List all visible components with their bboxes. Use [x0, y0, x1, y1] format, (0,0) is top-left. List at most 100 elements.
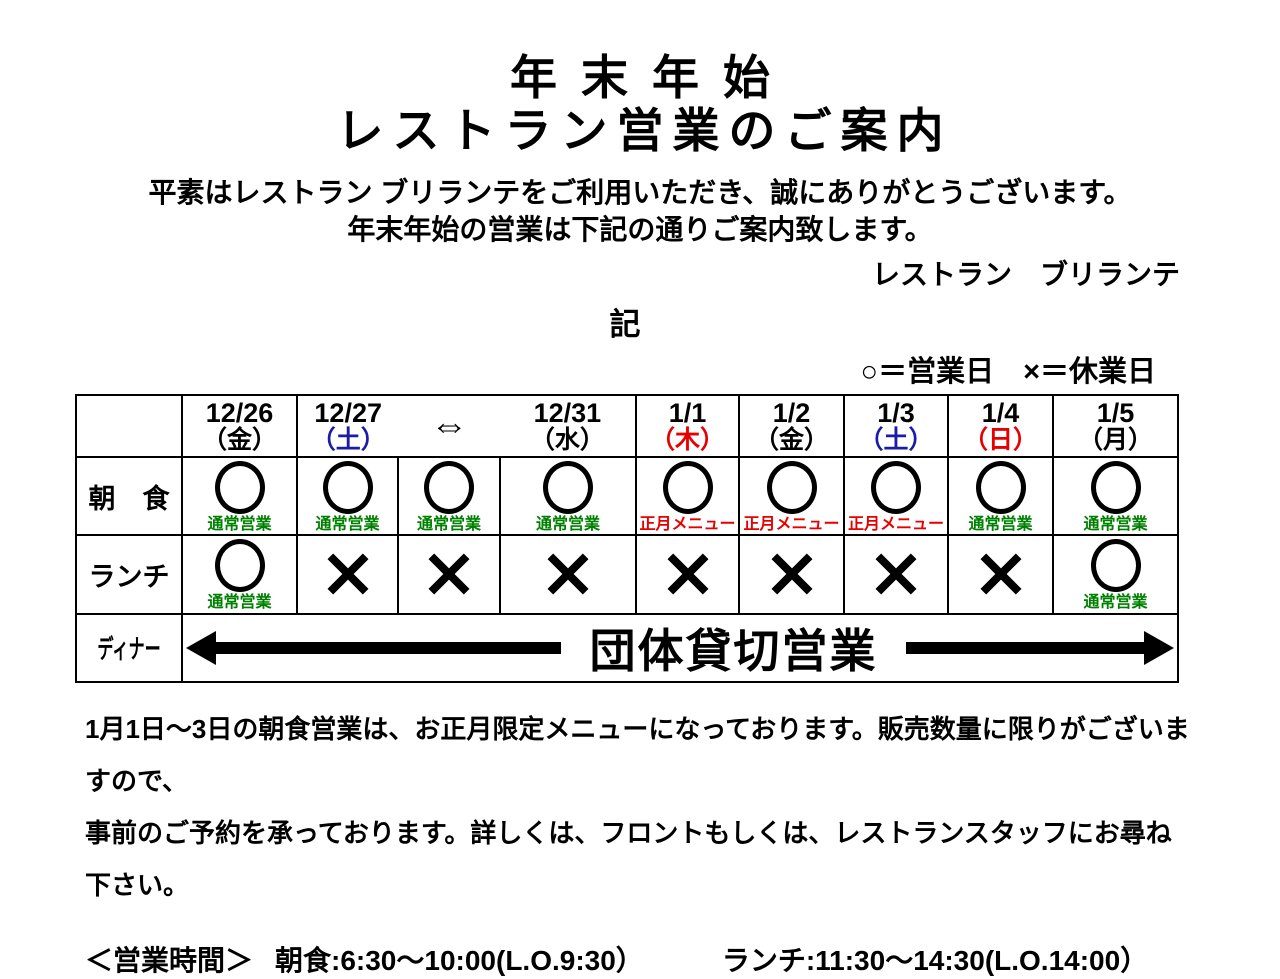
date-label: 1/3: [877, 397, 915, 428]
title-line-2: レストラン営業のご案内: [336, 103, 953, 157]
greeting-paragraph: 平素はレストラン ブリランテをご利用いただき、誠にありがとうございます。 年末年…: [0, 175, 1280, 249]
notes-paragraph: 1月1日～3日の朝食営業は、お正月限定メニューになっております。販売数量に限りが…: [85, 703, 1195, 911]
dinner-label-text: ディナー: [97, 634, 161, 665]
dinner-row-label: ディナー: [75, 612, 183, 683]
header-cell-1-4: 1/4 （日）: [947, 394, 1054, 459]
date-label: 1/4: [981, 397, 1020, 428]
date-label: 12/27: [314, 397, 382, 428]
double-arrow-icon: ⇔: [430, 405, 469, 448]
cell-note: 正月メニュー: [639, 516, 736, 534]
breakfast-cell: 正月メニュー: [843, 456, 949, 537]
notes-line-2: 事前のご予約を承っております。詳しくは、フロントもしくは、レストランスタッフにお…: [85, 817, 1172, 900]
closed-cross-mark: [771, 553, 813, 595]
lunch-row-label: ランチ: [75, 534, 183, 615]
date-label: 12/31: [533, 397, 602, 428]
day-label: （土）: [858, 426, 934, 455]
open-circle-mark: [214, 539, 265, 593]
page-title: 年末年始 レストラン営業のご案内: [0, 51, 1280, 157]
cell-note: 通常営業: [1083, 516, 1148, 534]
notes-line-1: 1月1日～3日の朝食営業は、お正月限定メニューになっております。販売数量に限りが…: [85, 713, 1190, 796]
dinner-banner-cell: 団体貸切営業: [181, 612, 1179, 683]
open-circle-mark: [975, 461, 1026, 515]
breakfast-cell: 正月メニュー: [635, 456, 740, 537]
lunch-row: ランチ 通常営業 通常営業: [75, 534, 1179, 615]
open-circle-mark: [1090, 461, 1141, 515]
header-cell-12-31: 12/31 （水）: [500, 397, 634, 455]
header-cell-12-27-to-12-31: 12/27 （土） ⇔ 12/31 （水）: [296, 394, 637, 459]
day-label: （木）: [649, 426, 725, 455]
open-circle-mark: [424, 461, 474, 515]
cell-note: 通常営業: [416, 516, 481, 534]
header-cell-1-1: 1/1 （木）: [635, 394, 740, 459]
breakfast-cell: 通常営業: [181, 456, 298, 537]
header-cell-1-3: 1/3 （土）: [843, 394, 949, 459]
right-arrow-icon: [906, 630, 1174, 665]
greeting-line-1: 平素はレストラン ブリランテをご利用いただき、誠にありがとうございます。: [148, 177, 1132, 209]
date-label: 1/2: [772, 397, 811, 428]
day-label: （月）: [1077, 426, 1153, 455]
left-arrow-icon: [186, 630, 561, 665]
day-label: （金）: [753, 426, 829, 455]
breakfast-row-label: 朝 食: [75, 456, 183, 537]
open-circle-mark: [871, 461, 921, 515]
signature: レストラン ブリランテ: [871, 259, 1180, 291]
day-label: （土）: [310, 426, 386, 455]
header-blank-cell: [75, 394, 183, 459]
open-circle-mark: [322, 461, 373, 515]
breakfast-hours: 朝食:6:30～10:00(L.O.9:30）: [275, 944, 644, 976]
closed-cross-mark: [327, 553, 369, 595]
lunch-hours: ランチ:11:30～14:30(L.O.14:00）: [721, 944, 1149, 976]
cell-note: 正月メニュー: [743, 516, 840, 534]
cell-note: 通常営業: [207, 516, 272, 534]
breakfast-row: 朝 食 通常営業 通常営業 通常営業 通常営業 正月メニュー 正月メニュー 正月…: [75, 456, 1179, 537]
hours-label: ＜営業時間＞: [85, 944, 254, 976]
breakfast-cell: 通常営業: [397, 456, 501, 537]
breakfast-cell: 正月メニュー: [738, 456, 845, 537]
lunch-cell: [947, 534, 1054, 615]
open-circle-mark: [543, 461, 593, 515]
lunch-cell: [843, 534, 949, 615]
record-heading: 記: [609, 307, 641, 343]
header-range-cell: ⇔: [398, 407, 499, 445]
cell-note: 通常営業: [315, 516, 380, 534]
header-cell-12-26: 12/26 （金）: [181, 394, 298, 459]
date-label: 1/5: [1096, 397, 1135, 428]
open-circle-mark: [662, 461, 713, 515]
header-row: 12/26 （金） 12/27 （土） ⇔ 12/31 （水） 1/1 （木）: [75, 394, 1179, 459]
lunch-cell: [738, 534, 845, 615]
day-label: （金）: [201, 426, 277, 455]
date-label: 1/1: [668, 397, 707, 428]
schedule-table: 12/26 （金） 12/27 （土） ⇔ 12/31 （水） 1/1 （木）: [75, 394, 1179, 683]
closed-cross-mark: [547, 553, 589, 595]
lunch-cell: 通常営業: [1052, 534, 1179, 615]
header-cell-12-27: 12/27 （土）: [299, 397, 398, 455]
lunch-cell: 通常営業: [181, 534, 298, 615]
breakfast-cell: 通常営業: [1052, 456, 1179, 537]
day-label: （日）: [962, 426, 1038, 455]
lunch-cell: [296, 534, 399, 615]
greeting-line-2: 年末年始の営業は下記の通りご案内致します。: [347, 214, 933, 246]
cell-note: 通常営業: [1083, 594, 1148, 612]
date-label: 12/26: [205, 397, 274, 428]
dinner-banner-text: 団体貸切営業: [589, 624, 878, 677]
lunch-cell: [499, 534, 637, 615]
lunch-cell: [397, 534, 501, 615]
open-circle-mark: [1090, 539, 1141, 593]
breakfast-cell: 通常営業: [499, 456, 637, 537]
lunch-cell: [635, 534, 740, 615]
breakfast-cell: 通常営業: [947, 456, 1054, 537]
title-line-1: 年末年始: [510, 51, 794, 104]
header-cell-1-5: 1/5 （月）: [1052, 394, 1179, 459]
breakfast-cell: 通常営業: [296, 456, 399, 537]
cell-note: 通常営業: [207, 594, 272, 612]
legend: ○＝営業日 ×＝休業日: [860, 356, 1156, 389]
cell-note: 正月メニュー: [847, 516, 944, 534]
cell-note: 通常営業: [968, 516, 1033, 534]
dinner-row: ディナー 団体貸切営業: [75, 612, 1179, 683]
closed-cross-mark: [980, 553, 1022, 595]
closed-cross-mark: [428, 553, 470, 595]
header-cell-1-2: 1/2 （金）: [738, 394, 845, 459]
business-hours: ＜営業時間＞ 朝食:6:30～10:00(L.O.9:30） ランチ:11:30～1…: [85, 939, 1280, 979]
open-circle-mark: [214, 461, 265, 515]
day-label: （水）: [529, 426, 605, 455]
